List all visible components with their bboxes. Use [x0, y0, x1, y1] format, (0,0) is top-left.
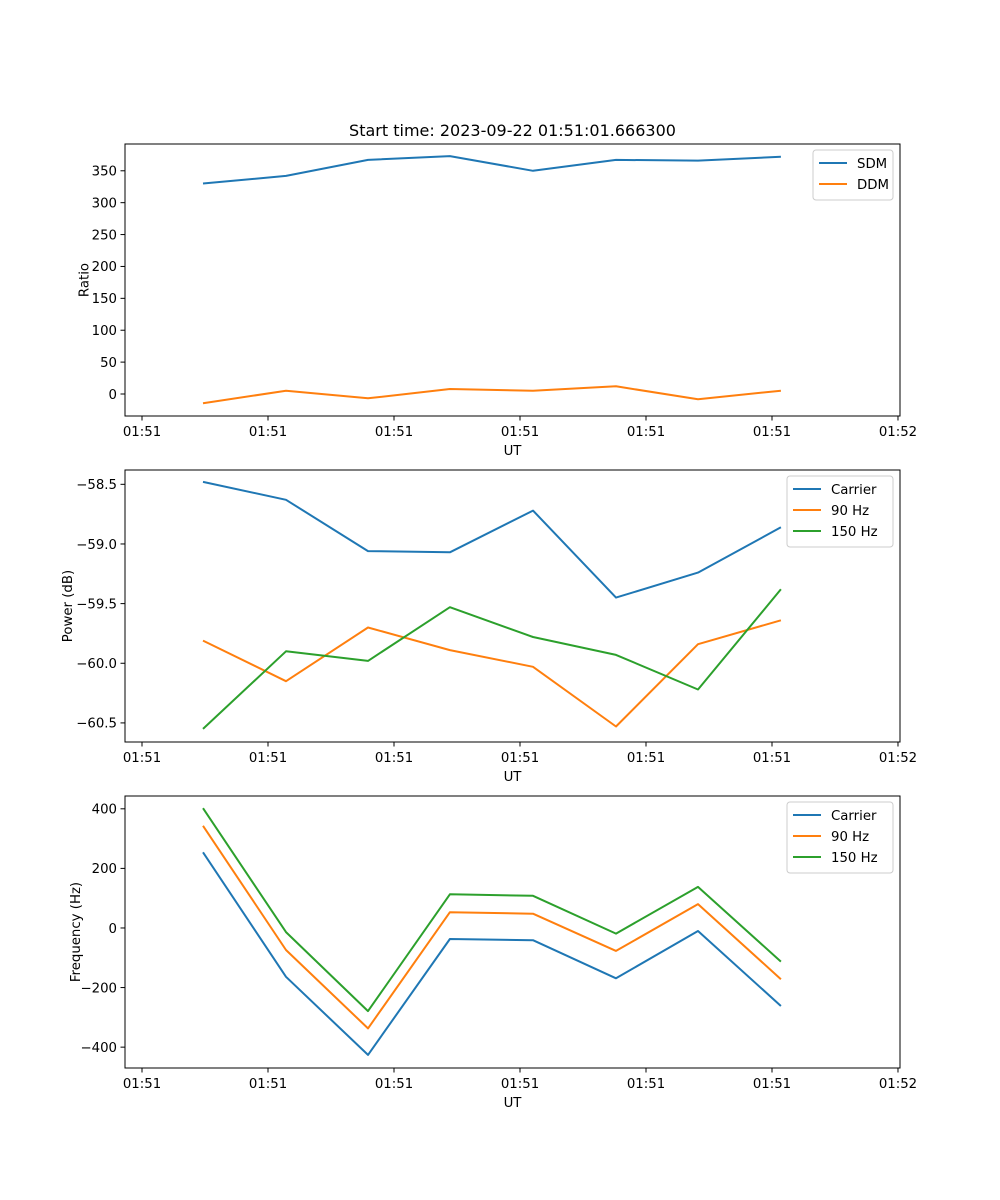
ratio-x-axis-label: UT [504, 444, 523, 459]
power-panel: 01:51 01:51 01:51 01:51 01:51 01:51 01:52 UT −60… [61, 469, 917, 785]
ratio-y-tick-label: 150 [92, 292, 117, 307]
power-legend-label: 90 Hz [831, 504, 869, 519]
frequency-legend-box [786, 801, 894, 874]
power-x-tick-label: 01:51 [501, 751, 539, 766]
frequency-panel: 01:51 01:51 01:51 01:51 01:51 01:51 01:52 UT −40… [69, 795, 917, 1111]
power-x-tick-label: 01:52 [879, 751, 917, 766]
ratio-y-axis-label: Ratio [77, 263, 92, 297]
power-x-axis-label: UT [504, 770, 523, 785]
ratio-x-tick-label: 01:51 [627, 425, 665, 440]
frequency-y-axis-label: Frequency (Hz) [69, 882, 84, 982]
frequency-x-tick-label: 01:51 [501, 1077, 539, 1092]
ratio-legend: SDM DDM [812, 149, 894, 201]
ratio-y-tick-label: 50 [100, 356, 117, 371]
frequency-y-tick-label: −200 [80, 981, 117, 996]
ratio-x-tick-label: 01:52 [879, 425, 917, 440]
ratio-x-tick-label: 01:51 [123, 425, 161, 440]
frequency-x-tick-label: 01:51 [249, 1077, 287, 1092]
ratio-series-line-sdm [202, 155, 781, 185]
frequency-x-tick-label: 01:51 [375, 1077, 413, 1092]
power-series-line-90-hz [202, 619, 782, 728]
frequency-legend-label: 90 Hz [831, 830, 869, 845]
ratio-x-tick-label: 01:51 [249, 425, 287, 440]
power-legend-label: Carrier [831, 483, 877, 498]
frequency-axes-frame [124, 795, 901, 1069]
power-legend-label: 150 Hz [831, 525, 878, 540]
frequency-x-tick-label: 01:51 [753, 1077, 791, 1092]
power-x-tick-label: 01:51 [123, 751, 161, 766]
frequency-x-axis-label: UT [504, 1096, 523, 1111]
ratio-y-tick-label: 0 [109, 388, 117, 403]
frequency-y-tick-label: 200 [92, 862, 117, 877]
frequency-legend-label: 150 Hz [831, 851, 878, 866]
frequency-x-tick-label: 01:51 [627, 1077, 665, 1092]
power-y-tick-label: −59.5 [76, 597, 117, 612]
ratio-legend-label: SDM [857, 157, 887, 172]
ratio-y-tick-label: 300 [92, 196, 117, 211]
power-x-tick-label: 01:51 [627, 751, 665, 766]
frequency-y-tick-label: −400 [80, 1041, 117, 1056]
frequency-y-tick-label: 400 [92, 803, 117, 818]
power-y-tick-label: −58.5 [76, 478, 117, 493]
frequency-series-line-90-hz [202, 825, 782, 1030]
ratio-axes-frame [124, 143, 901, 417]
power-legend: Carrier 90 Hz 150 Hz [786, 475, 894, 548]
power-x-tick-label: 01:51 [249, 751, 287, 766]
frequency-x-tick-label: 01:52 [879, 1077, 917, 1092]
power-series-line-carrier [202, 480, 782, 599]
power-x-tick-label: 01:51 [375, 751, 413, 766]
frequency-x-tick-label: 01:51 [123, 1077, 161, 1092]
frequency-legend-label: Carrier [831, 809, 877, 824]
power-y-tick-label: −60.0 [76, 657, 117, 672]
ratio-y-tick-label: 250 [92, 228, 117, 243]
ratio-x-tick-label: 01:51 [753, 425, 791, 440]
ratio-y-tick-label: 100 [92, 324, 117, 339]
ratio-y-tick-label: 350 [92, 165, 117, 180]
power-series-line-150-hz [202, 588, 782, 730]
power-y-tick-label: −60.5 [76, 717, 117, 732]
power-y-tick-label: −59.0 [76, 538, 117, 553]
frequency-series-line-150-hz [202, 807, 782, 1013]
frequency-series-line-carrier [202, 851, 782, 1056]
frequency-legend: Carrier 90 Hz 150 Hz [786, 801, 894, 874]
power-legend-box [786, 475, 894, 548]
ratio-x-tick-label: 01:51 [501, 425, 539, 440]
frequency-y-tick-label: 0 [109, 922, 117, 937]
ratio-legend-label: DDM [857, 178, 889, 193]
power-x-tick-label: 01:51 [753, 751, 791, 766]
power-y-axis-label: Power (dB) [61, 570, 76, 642]
ratio-y-tick-label: 200 [92, 260, 117, 275]
ratio-series-line-ddm [202, 385, 782, 405]
figure-title: Start time: 2023-09-22 01:51:01.666300 [349, 121, 676, 140]
ratio-x-tick-label: 01:51 [375, 425, 413, 440]
power-axes-frame [124, 469, 901, 743]
ratio-panel: 01:51 01:51 01:51 01:51 01:51 01:51 01:52 UT 0 50… [77, 143, 917, 459]
